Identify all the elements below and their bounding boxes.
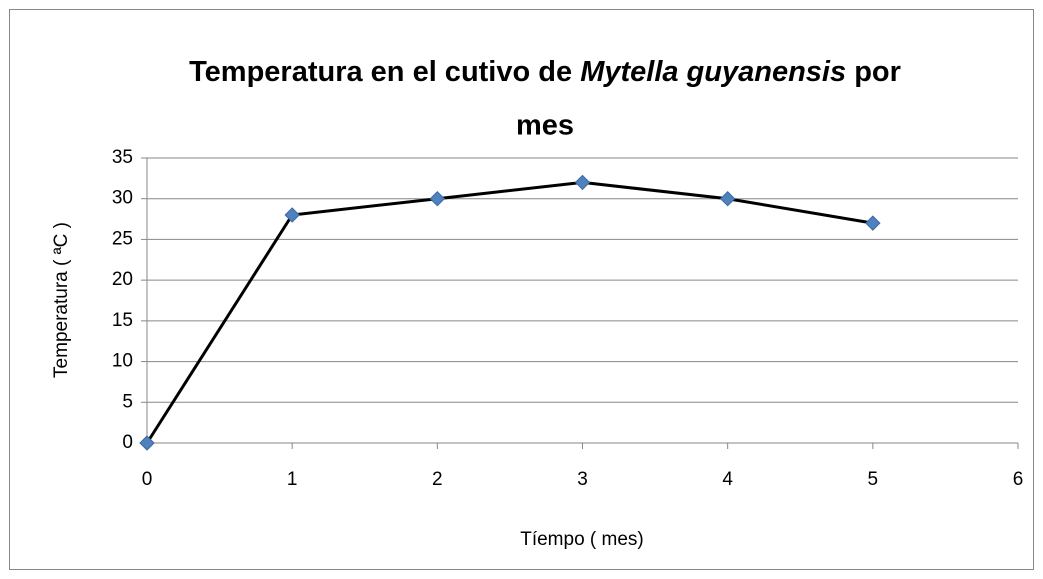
y-tick-label: 20 — [112, 269, 133, 290]
title-part: Temperatura en el cutivo de — [189, 56, 572, 88]
x-tick-label: 6 — [1013, 469, 1024, 490]
data-point — [139, 435, 155, 451]
x-tick-label: 3 — [577, 469, 588, 490]
data-point — [865, 215, 881, 231]
chart-border — [9, 9, 1034, 570]
y-tick-label: 5 — [122, 391, 133, 412]
data-line — [145, 180, 874, 444]
data-point — [429, 191, 446, 207]
x-tick-label: 2 — [432, 469, 443, 490]
y-tick-label: 30 — [112, 188, 133, 209]
y-axis-label: Temperatura ( ªC ) — [51, 222, 72, 378]
title-part: Mytella guyanensis — [580, 56, 846, 88]
data-point — [284, 207, 300, 223]
y-tick-label: 10 — [112, 351, 133, 372]
chart-title: Temperatura en el cutivo de Mytella guya… — [189, 56, 901, 88]
y-tick-label: 25 — [112, 228, 133, 249]
data-point — [574, 174, 591, 191]
x-tick-label: 0 — [142, 469, 153, 490]
x-tick-label: 4 — [722, 469, 733, 490]
y-tick-label: 35 — [112, 147, 133, 168]
chart-title: mes — [516, 110, 574, 142]
x-tick-label: 5 — [868, 469, 879, 490]
data-point — [719, 191, 736, 207]
x-tick-label: 1 — [287, 469, 298, 490]
title-part: por — [854, 56, 901, 88]
y-tick-label: 0 — [122, 432, 133, 453]
y-tick-label: 15 — [112, 310, 133, 331]
x-axis-label: Tíempo ( mes) — [520, 529, 644, 550]
